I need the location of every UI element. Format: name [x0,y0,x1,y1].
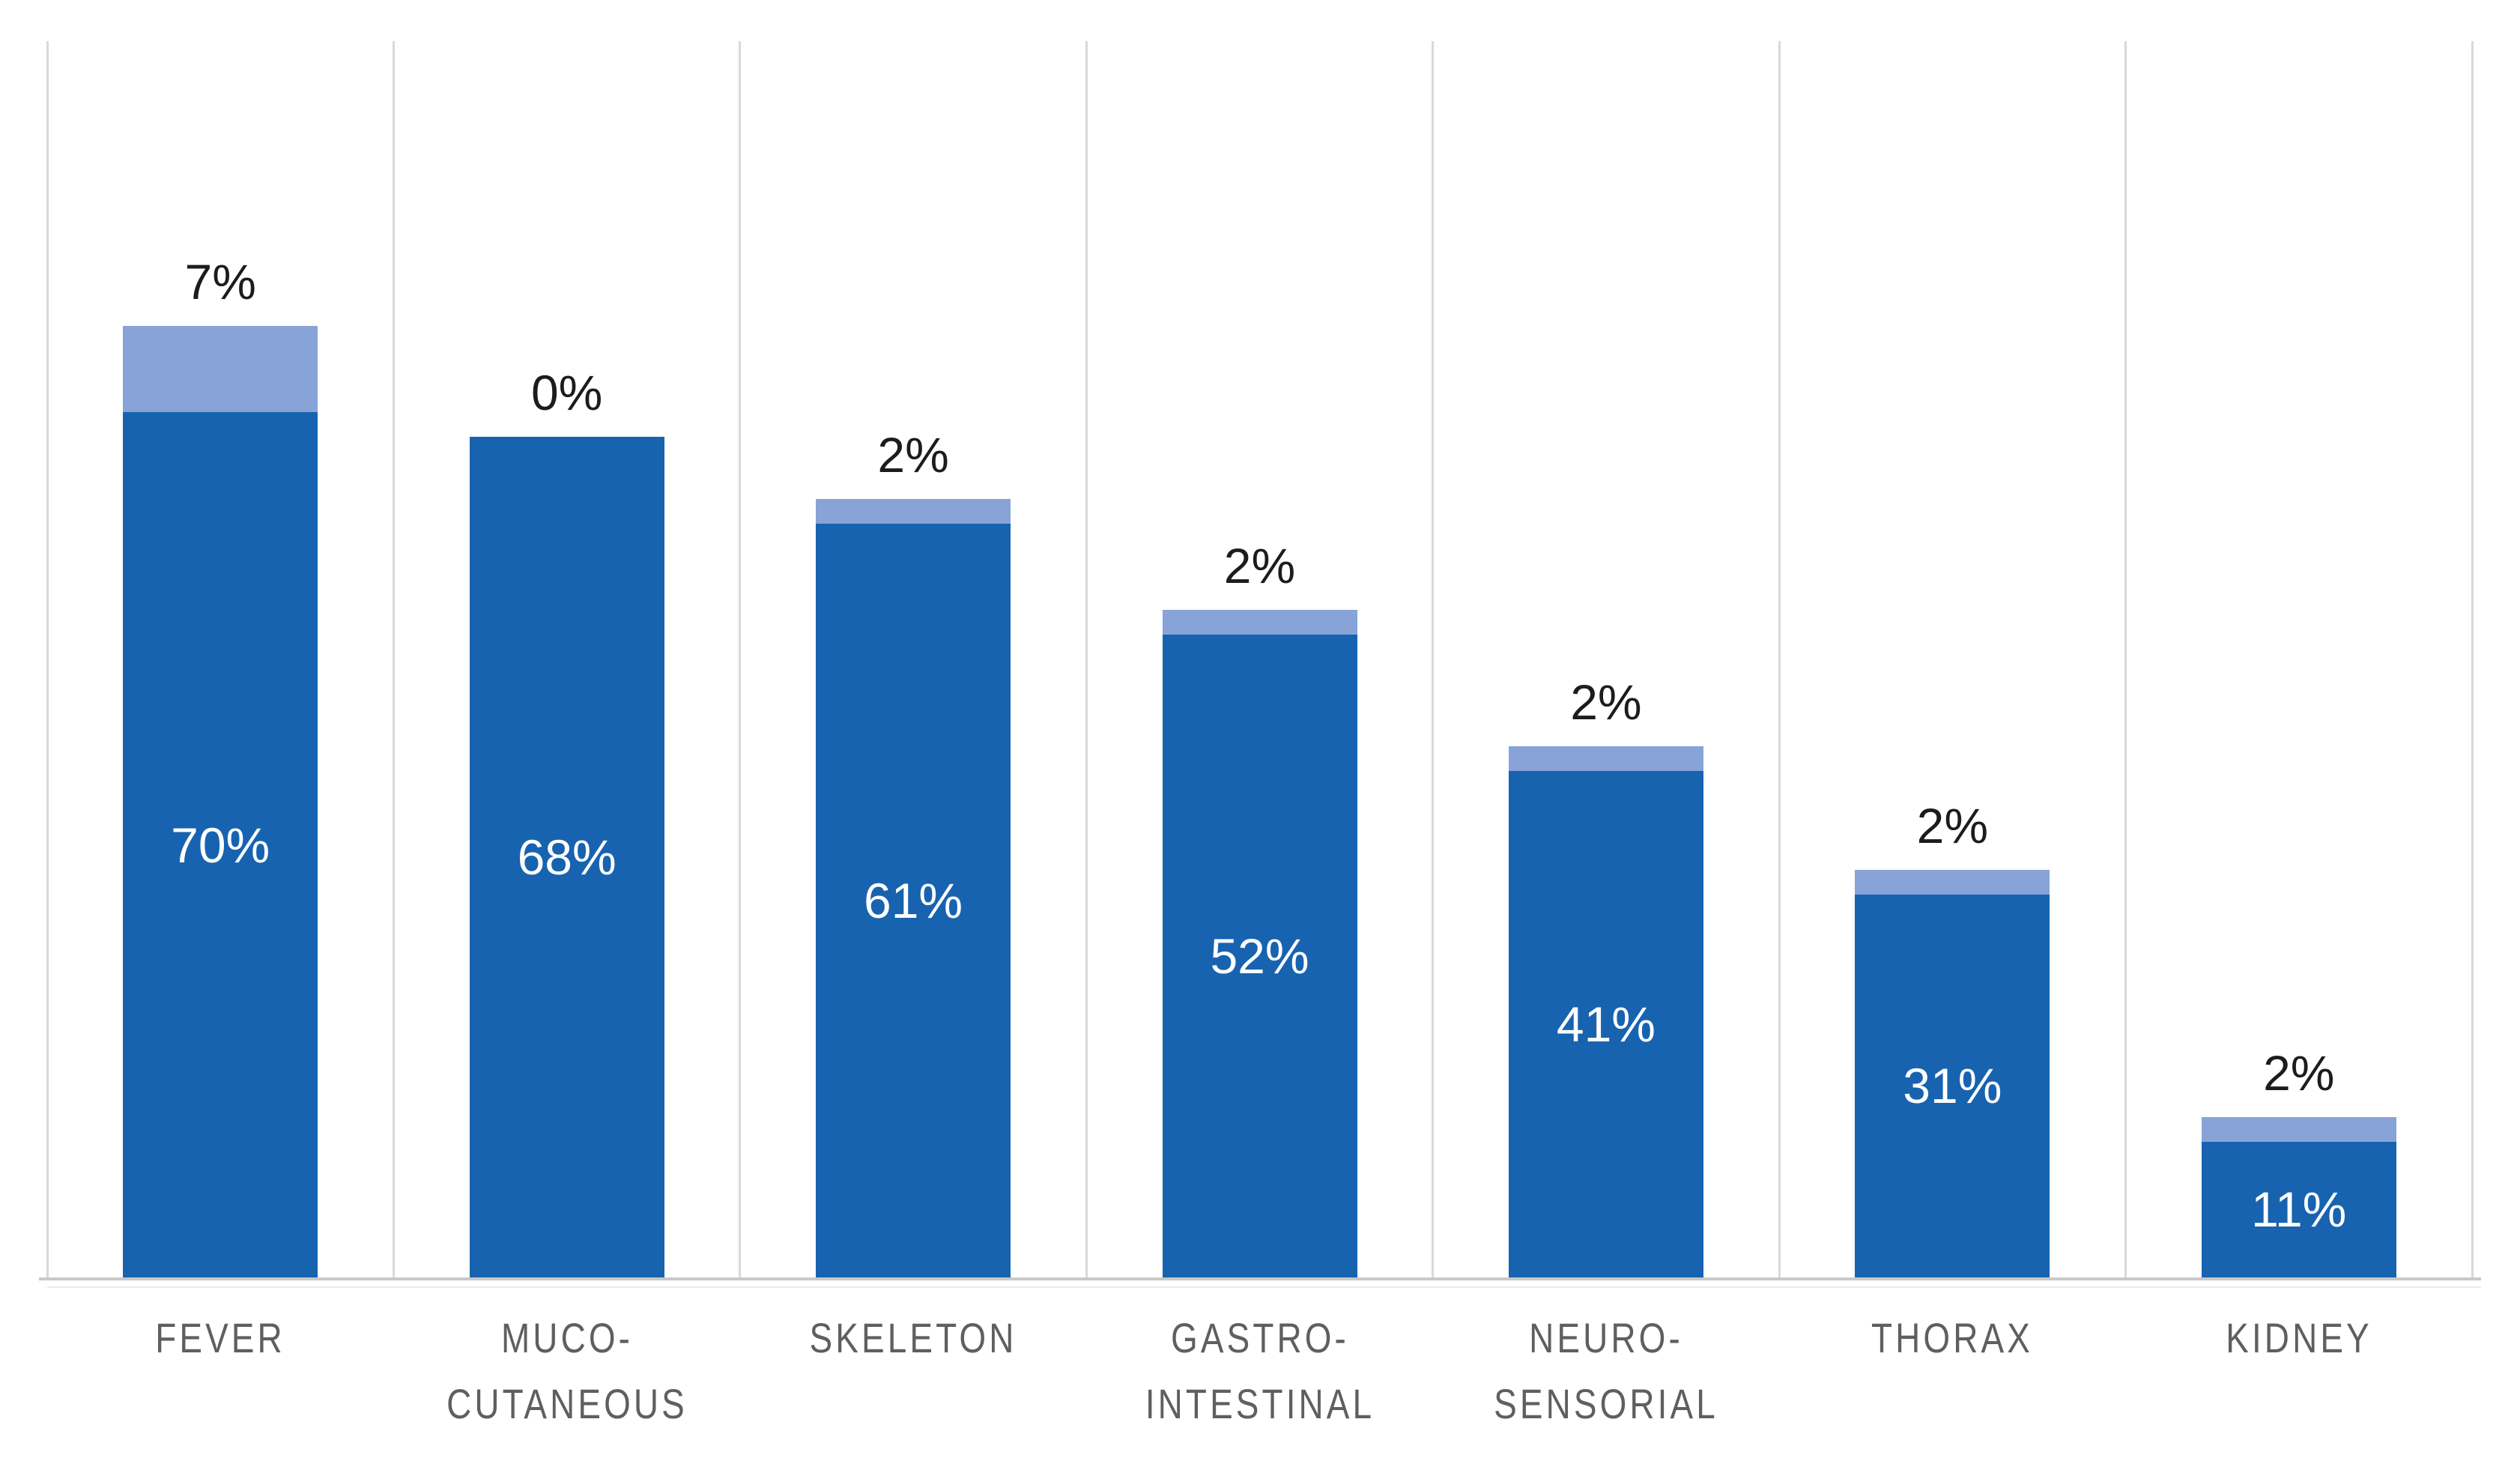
vertical-gridline [739,41,742,1277]
bar-segment-primary [2201,1141,2396,1277]
x-axis-category-label: SKELETON [729,1305,1097,1371]
bar-value-label-inside: 70% [171,817,270,873]
vertical-gridline [1778,41,1781,1277]
x-axis-category-label-line: MUCO- [500,1314,633,1361]
x-axis-category-label-line: SKELETON [809,1314,1017,1361]
bar-value-label-above: 2% [1223,538,1296,593]
x-axis-category-label: GASTRO- INTESTINAL [1076,1305,1444,1437]
x-axis-category-label-line: GASTRO- [1170,1314,1349,1361]
bar-value-label-above: 0% [530,365,603,420]
bar-segment-secondary [2201,1116,2396,1142]
x-axis-category-label-line: THORAX [1871,1314,2034,1361]
bar-value-label-inside: 41% [1556,996,1656,1052]
bar-value-label-inside: 68% [517,829,617,885]
bar-segment-primary [1855,894,2050,1277]
vertical-gridline [392,41,395,1277]
x-axis-baseline [39,1277,2481,1280]
vertical-gridline [1085,41,1088,1277]
bar-value-label-inside: 61% [864,872,963,928]
bar-segment-primary [123,412,318,1277]
x-axis-category-label-line: FEVER [155,1314,286,1361]
bar-value-label-inside: 11% [2251,1182,2347,1238]
x-axis-category-label-line: NEURO- [1529,1314,1683,1361]
x-axis-category-label-line: KIDNEY [2225,1314,2372,1361]
bar-value-label-above: 2% [1570,674,1642,730]
bar-value-label-above: 7% [184,253,256,309]
x-axis-category-label-line: SENSORIAL [1494,1380,1718,1427]
bar-segment-primary [1162,635,1357,1277]
bar-segment-primary [469,437,664,1277]
vertical-gridline [1432,41,1435,1277]
bar-segment-secondary [123,325,318,412]
x-axis-category-label: NEURO- SENSORIAL [1422,1305,1790,1437]
bar-value-label-above: 2% [2263,1044,2335,1101]
x-axis-category-label: KIDNEY [2115,1305,2483,1371]
x-axis-category-label: THORAX [1768,1305,2136,1371]
x-axis-category-label: FEVER [36,1305,405,1371]
bar-segment-secondary [1855,869,2050,895]
bar-value-label-above: 2% [877,426,949,483]
x-axis-category-label: MUCO- CUTANEOUS [383,1305,751,1437]
bar-value-label-inside: 31% [1903,1058,2002,1114]
bar-value-label-above: 2% [1916,797,1989,853]
vertical-gridline [46,41,49,1277]
x-axis-category-label-line: CUTANEOUS [446,1380,688,1427]
x-axis-baseline-shadow [47,1286,2481,1288]
bar-segment-secondary [1162,610,1357,635]
bar-value-label-inside: 52% [1210,928,1309,984]
bar-segment-primary [816,523,1011,1277]
bar-segment-secondary [1508,745,1703,771]
bar-segment-secondary [816,498,1011,524]
x-axis-category-label-line: INTESTINAL [1145,1380,1375,1427]
vertical-gridline [2471,41,2474,1277]
bar-segment-primary [1508,770,1703,1277]
vertical-gridline [2124,41,2127,1277]
